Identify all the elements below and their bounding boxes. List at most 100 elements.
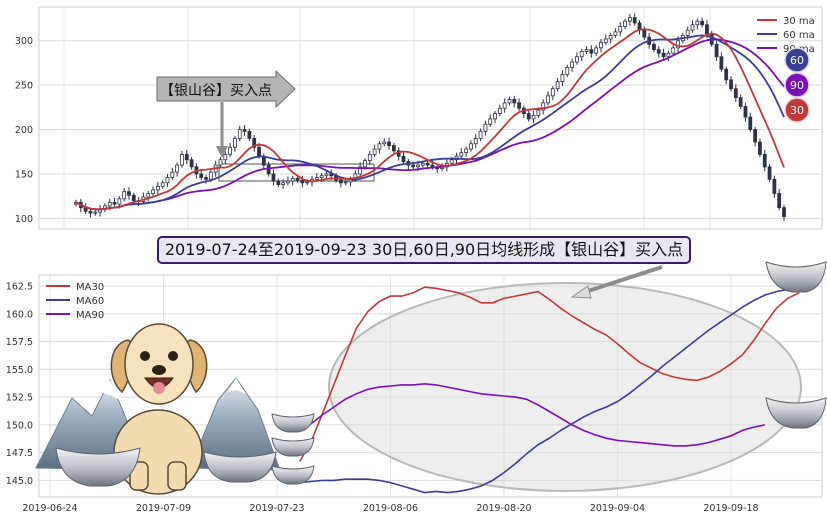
candle-body-19 [165, 177, 170, 184]
candle-body-114 [623, 20, 627, 27]
candle-body-22 [180, 154, 184, 166]
candle-body-137 [733, 88, 738, 98]
badge-60-label: 60 [790, 54, 804, 67]
bottom-y-tick-labels: 145.0 147.5 150.0 152.5 155.0 157.5 160.0 162.5 [6, 282, 33, 487]
candle-body-108 [594, 47, 599, 54]
top-y-tick-label-4: 300 [15, 36, 33, 47]
top-y-tick-label-2: 200 [15, 125, 33, 136]
candle-body-135 [724, 68, 729, 81]
candle-body-51 [319, 175, 324, 178]
candle-body-106 [584, 49, 589, 52]
candle-body-115 [627, 17, 632, 22]
badge-30-circle [784, 97, 810, 123]
candle-body-33 [233, 138, 237, 148]
dog-leg-left [129, 461, 149, 491]
bottom-x-tick-label-5: 2019-09-04 [590, 503, 645, 514]
candle-body-116 [632, 17, 637, 24]
candle-body-18 [160, 182, 165, 187]
candle-body-44 [286, 180, 290, 184]
candle-body-120 [652, 43, 656, 51]
ingot-mid-right [765, 397, 827, 429]
candle-body-38 [257, 146, 261, 157]
badge-30-label: 30 [790, 104, 804, 117]
decorative-dog-illustration [110, 323, 208, 495]
candle-body-141 [753, 129, 758, 143]
top-y-tick-label-0: 100 [15, 214, 33, 225]
annotation-text: 【银山谷】买入点 [160, 83, 272, 99]
ingot-top-right [765, 261, 827, 293]
candle-body-121 [656, 49, 661, 54]
candle-body-64 [382, 141, 387, 145]
candle-body-124 [671, 47, 676, 54]
candle-body-4 [93, 211, 98, 214]
candle-body-68 [401, 155, 406, 162]
candle-body-91 [512, 98, 517, 104]
candle-body-107 [589, 49, 594, 54]
bottom-y-tick-label-2: 150.0 [6, 420, 33, 431]
candle-body-71 [416, 164, 420, 168]
candle-body-32 [228, 146, 233, 155]
annotation-pointer-head [216, 146, 228, 158]
candle-body-143 [762, 154, 767, 168]
candle-body-86 [488, 118, 493, 125]
mountain-snow-right [228, 378, 246, 394]
bottom-y-tick-label-7: 162.5 [6, 282, 33, 293]
candle-body-123 [666, 52, 671, 58]
buy-point-annotation: 【银山谷】买入点 [156, 69, 296, 158]
candle-body-70 [411, 164, 416, 168]
candle-body-40 [266, 164, 271, 175]
bottom-x-tick-label-1: 2019-07-09 [136, 503, 191, 514]
legend-label-ma30: 30 ma [783, 16, 815, 27]
candle-body-34 [237, 129, 242, 139]
candle-body-100 [555, 81, 560, 90]
ingot-stack-3 [271, 465, 315, 485]
candle-body-81 [464, 148, 469, 154]
candle-body-105 [579, 51, 584, 58]
candle-body-16 [151, 189, 155, 194]
ingot-bottom-left-1 [55, 447, 141, 487]
candle-body-88 [497, 107, 502, 114]
consolidation-box [218, 163, 375, 182]
candle-body-20 [170, 171, 175, 178]
candles [74, 13, 786, 222]
candle-body-142 [758, 141, 762, 155]
candle-body-113 [618, 26, 623, 33]
bottom-y-tick-label-5: 157.5 [6, 337, 33, 348]
bottom-moving-averages [299, 286, 800, 494]
candle-body-59 [358, 166, 363, 175]
candle-body-21 [175, 164, 180, 173]
legend-label-bottom-ma30: MA30 [76, 282, 104, 293]
candle-body-97 [541, 102, 546, 111]
summary-banner: 2019-07-24至2019-09-23 30日,60日,90日均线形成【银山… [157, 236, 691, 264]
candle-body-130 [700, 20, 705, 26]
bottom-y-tick-label-1: 147.5 [6, 448, 33, 459]
candle-body-65 [387, 141, 391, 146]
bottom-y-tick-label-0: 145.0 [6, 476, 33, 487]
top-y-tick-label-1: 150 [15, 169, 33, 180]
candle-body-36 [247, 130, 252, 139]
badge-90-circle [784, 72, 810, 98]
candle-body-89 [502, 102, 507, 109]
candle-body-56 [343, 181, 348, 184]
candle-body-12 [131, 194, 136, 201]
candle-body-28 [208, 171, 213, 180]
candle-body-78 [449, 159, 454, 164]
candle-body-101 [560, 74, 565, 82]
dog-eye-right [168, 351, 178, 361]
candle-body-103 [570, 61, 574, 68]
bottom-x-tick-label-2: 2019-07-23 [249, 503, 304, 514]
legend-label-ma60: 60 ma [783, 30, 815, 41]
bottom-x-tick-label-0: 2019-06-24 [22, 503, 77, 514]
mountain-snow-left [100, 380, 120, 400]
candle-body-92 [517, 102, 522, 109]
bottom-x-tick-labels: 2019-06-24 2019-07-09 2019-07-23 2019-08-06… [22, 503, 758, 514]
candle-body-122 [661, 52, 666, 58]
candle-body-52 [324, 173, 329, 177]
bottom-arrow-shaft [581, 265, 663, 295]
candle-body-60 [363, 160, 367, 168]
candle-body-112 [613, 31, 618, 36]
candle-body-3 [88, 210, 93, 214]
bottom-line-ma60 [299, 288, 788, 494]
candle-body-35 [242, 129, 247, 132]
